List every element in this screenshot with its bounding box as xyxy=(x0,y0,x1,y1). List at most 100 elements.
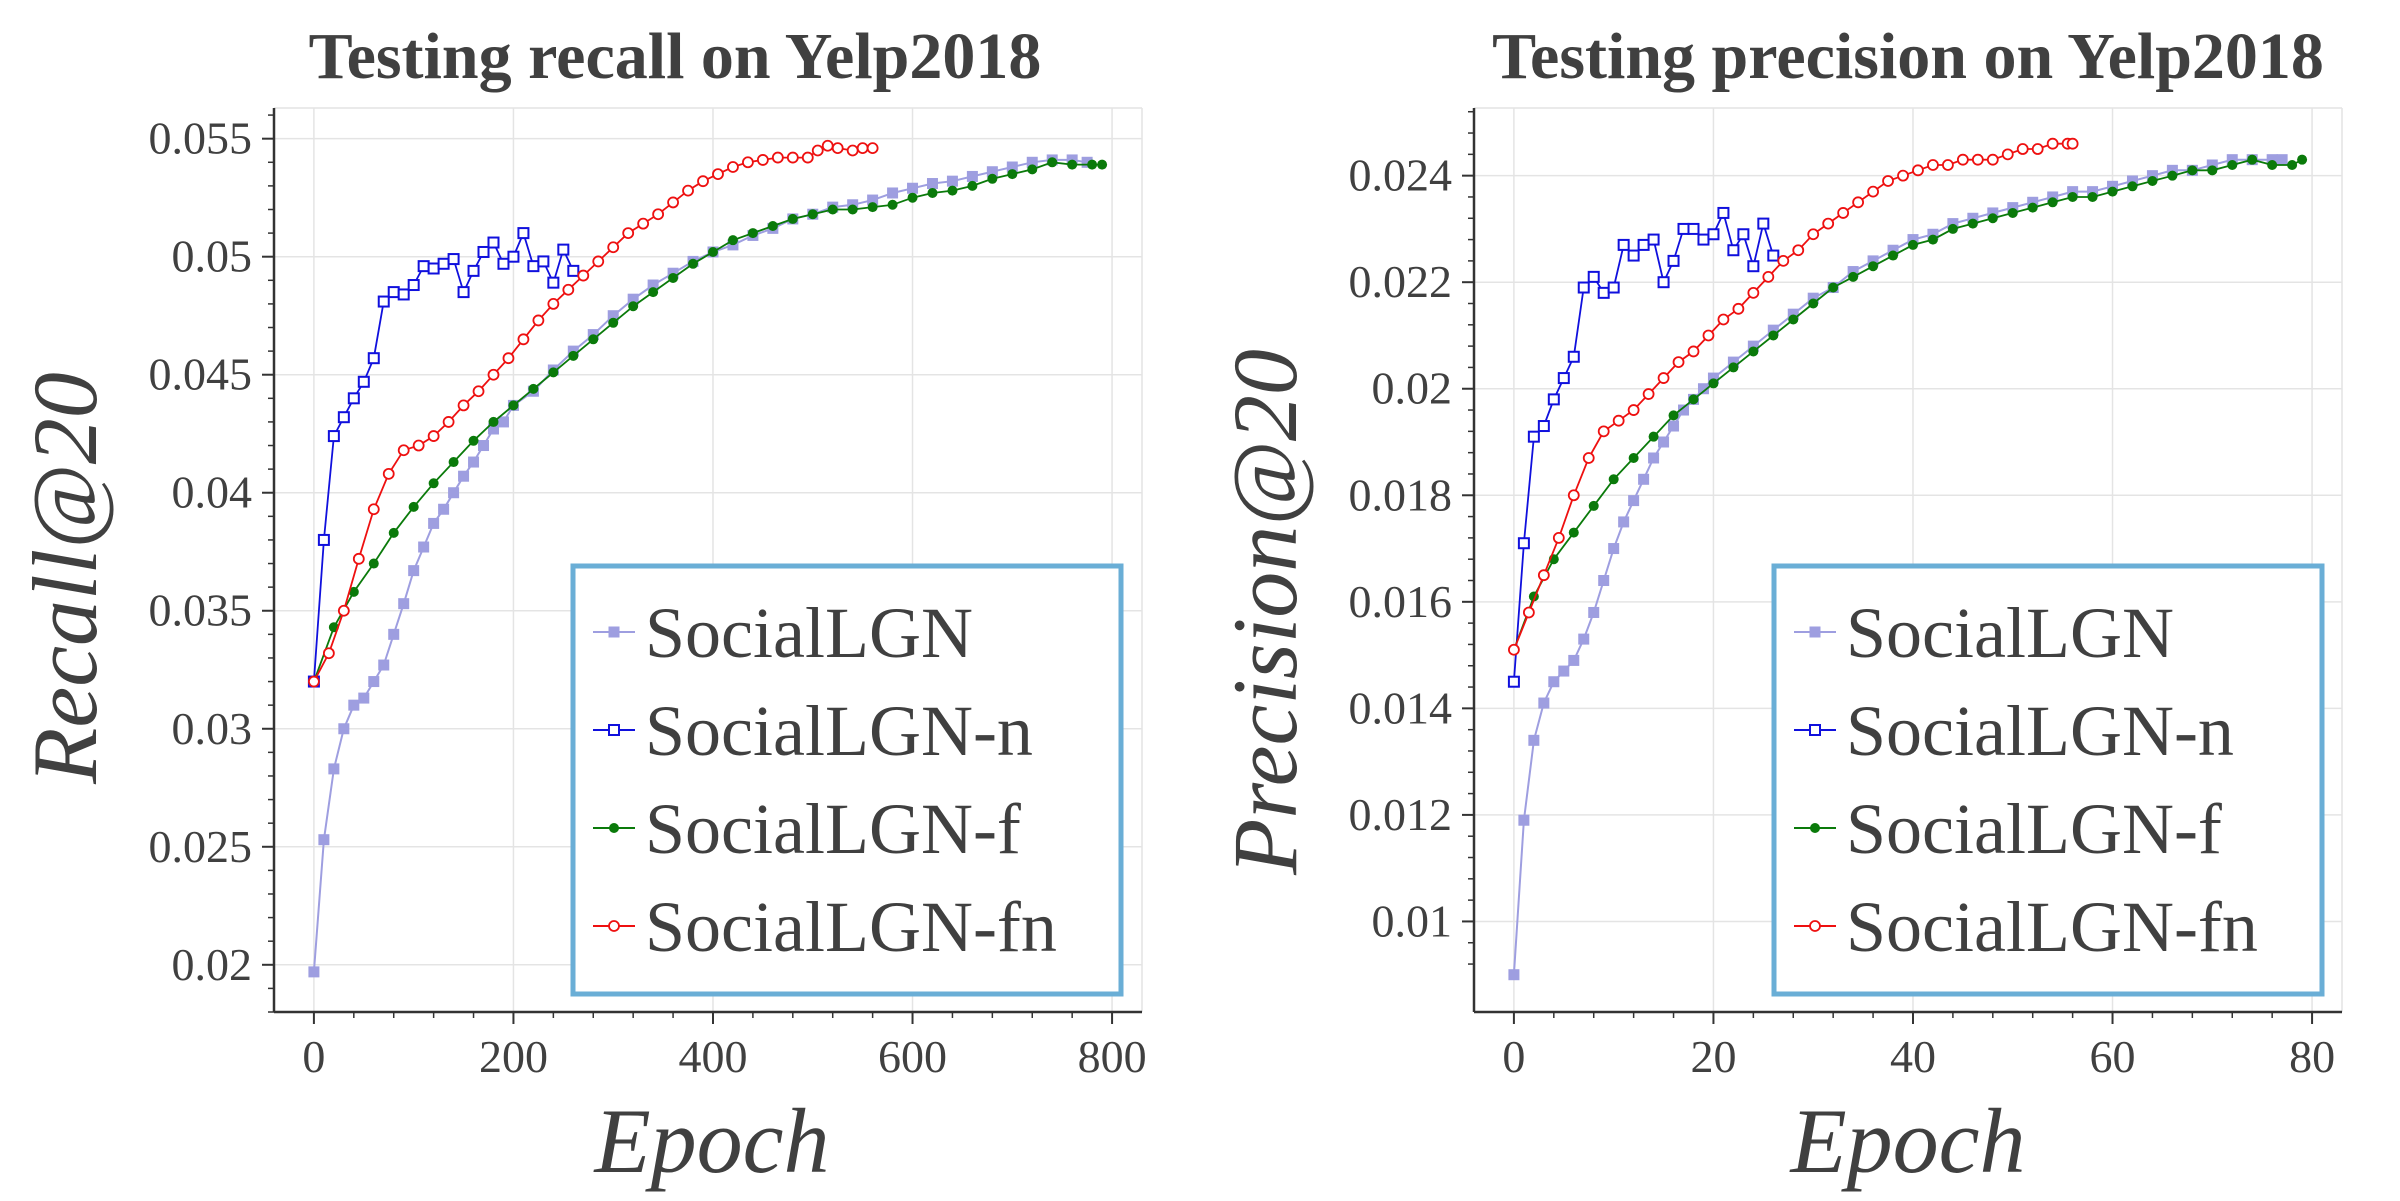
data-point xyxy=(907,182,919,194)
series-SocialLGN-n xyxy=(1507,206,1780,688)
data-point xyxy=(347,392,360,405)
data-point xyxy=(1617,238,1630,251)
data-point xyxy=(1717,313,1730,326)
legend-label: SocialLGN-n xyxy=(1846,691,2234,771)
data-point xyxy=(2187,165,2198,176)
x-tick-label: 60 xyxy=(2090,1031,2136,1082)
data-point xyxy=(2287,159,2298,170)
data-point xyxy=(2001,148,2014,161)
data-point xyxy=(648,287,659,298)
data-point xyxy=(468,456,480,468)
legend-label: SocialLGN-f xyxy=(645,789,1021,869)
data-point xyxy=(946,175,958,187)
series-SocialLGN-f xyxy=(308,157,1108,687)
x-axis-label: Epoch xyxy=(1788,1090,2025,1192)
data-point xyxy=(547,298,560,310)
data-point xyxy=(477,245,490,258)
data-point xyxy=(1887,244,1899,256)
data-point xyxy=(1828,282,1839,293)
data-point xyxy=(357,375,370,388)
data-point xyxy=(867,194,879,206)
data-point xyxy=(2127,181,2138,192)
data-point xyxy=(1697,233,1710,246)
data-point xyxy=(1852,196,1865,209)
data-point xyxy=(907,192,918,203)
data-point xyxy=(348,586,359,597)
data-point xyxy=(742,156,754,169)
data-point xyxy=(478,440,490,452)
data-point xyxy=(1612,414,1625,427)
data-point xyxy=(368,558,379,569)
data-point xyxy=(358,692,370,704)
data-point xyxy=(508,400,519,411)
data-point xyxy=(568,350,579,361)
data-point xyxy=(1788,314,1799,325)
data-point xyxy=(712,168,724,180)
data-point xyxy=(1508,969,1520,981)
legend-marker-point xyxy=(1809,920,1821,932)
data-point xyxy=(2266,154,2278,166)
data-point xyxy=(1667,254,1680,267)
recall-chart-panel: 0 200 400 600 800 0.02 0.025 0.03 0.035 0.04 0.045… xyxy=(14,20,1147,1192)
data-point xyxy=(1627,404,1640,416)
data-point xyxy=(1971,153,1984,166)
data-point xyxy=(608,317,619,328)
y-tick-label: 0.016 xyxy=(1349,576,1453,627)
x-axis-label: Epoch xyxy=(592,1090,829,1192)
data-point xyxy=(442,416,455,428)
x-tick-label: 600 xyxy=(878,1031,947,1082)
data-point xyxy=(328,763,340,775)
data-point xyxy=(1508,643,1520,656)
data-point xyxy=(1747,286,1760,299)
data-point xyxy=(517,227,530,240)
data-point xyxy=(1837,207,1850,219)
legend-marker-point xyxy=(608,724,620,736)
data-point xyxy=(1867,255,1879,267)
data-point xyxy=(592,255,605,268)
data-point xyxy=(1808,298,1819,309)
y-tick-label: 0.012 xyxy=(1349,789,1453,840)
data-point xyxy=(1847,266,1859,278)
legend-item: SocialLGN-fn xyxy=(593,887,1057,967)
data-point xyxy=(1097,159,1108,170)
data-point xyxy=(668,272,679,283)
data-point xyxy=(487,423,499,435)
legend-box xyxy=(570,563,1124,997)
data-point xyxy=(467,264,480,277)
data-point xyxy=(337,604,350,617)
data-point xyxy=(1792,244,1805,257)
data-point xyxy=(1767,249,1780,262)
data-point xyxy=(1707,228,1720,241)
data-point xyxy=(627,293,639,305)
data-point xyxy=(1608,474,1619,485)
data-point xyxy=(337,411,350,424)
data-point xyxy=(2031,143,2044,155)
data-point xyxy=(767,221,778,232)
data-point xyxy=(1747,260,1760,273)
axes xyxy=(1472,108,2342,1014)
data-point xyxy=(1006,161,1018,173)
data-point xyxy=(528,383,539,394)
data-point xyxy=(1522,606,1535,619)
data-point xyxy=(458,470,470,482)
data-point xyxy=(1588,500,1599,511)
data-point xyxy=(647,279,659,291)
data-point xyxy=(408,501,419,512)
data-point xyxy=(317,533,330,546)
data-point xyxy=(1987,207,1999,219)
data-point xyxy=(1642,388,1655,400)
data-point xyxy=(1548,676,1560,688)
data-point xyxy=(1888,250,1899,261)
data-point xyxy=(2126,175,2138,187)
data-point xyxy=(1787,308,1799,320)
data-point xyxy=(801,151,814,164)
data-point xyxy=(1768,330,1779,341)
data-point xyxy=(2027,202,2038,213)
data-point xyxy=(548,367,559,378)
data-point xyxy=(811,144,824,157)
data-point xyxy=(382,467,395,480)
data-point xyxy=(1567,489,1580,502)
y-tick-label: 0.01 xyxy=(1372,895,1453,946)
data-point xyxy=(547,276,560,289)
legend-item: SocialLGN-n xyxy=(1794,691,2234,771)
